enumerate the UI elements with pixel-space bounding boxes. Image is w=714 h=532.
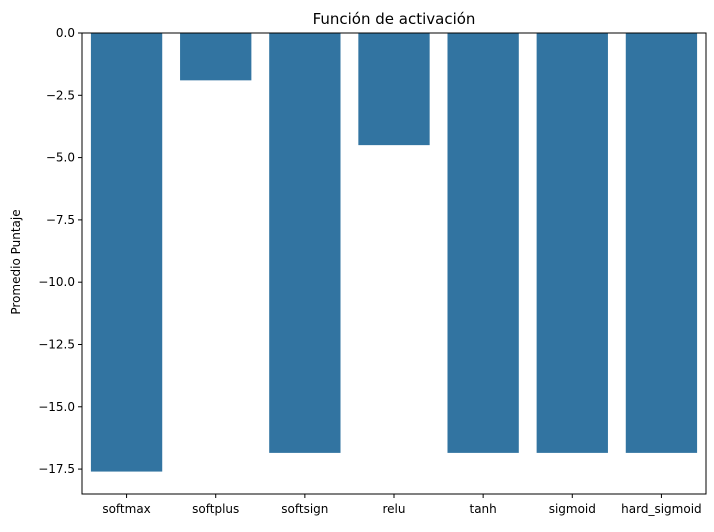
bar-relu (358, 33, 430, 146)
bar-softmax (90, 33, 163, 472)
y-tick-label: −17.5 (38, 462, 75, 476)
y-tick-label: −10.0 (38, 275, 75, 289)
y-tick-label: −15.0 (38, 400, 75, 414)
x-tick-label: sigmoid (549, 502, 596, 516)
x-tick-label: relu (383, 502, 406, 516)
bar-tanh (447, 33, 519, 453)
y-axis-label: Promedio Puntaje (9, 209, 23, 314)
bar-hard_sigmoid (625, 33, 698, 453)
x-tick-label: softmax (102, 502, 150, 516)
y-tick-label: −2.5 (46, 88, 75, 102)
x-tick-label: softsign (281, 502, 328, 516)
y-tick-label: 0.0 (56, 26, 75, 40)
x-axis: softmax softplus softsign relu tanh sigmoid ha… (102, 494, 702, 516)
chart-title: Función de activación (313, 10, 476, 28)
y-tick-label: −5.0 (46, 151, 75, 165)
x-tick-label: hard_sigmoid (621, 502, 701, 516)
x-tick-label: tanh (470, 502, 497, 516)
y-axis: 0.0 −2.5 −5.0 −7.5 −10.0 −12.5 −15.0 −17.5 (38, 26, 82, 476)
bars (90, 33, 698, 472)
bar-sigmoid (536, 33, 608, 453)
y-tick-label: −7.5 (46, 213, 75, 227)
y-tick-label: −12.5 (38, 337, 75, 351)
bar-softplus (180, 33, 252, 81)
x-tick-label: softplus (192, 502, 239, 516)
plot-frame (81, 32, 707, 495)
bar-softsign (269, 33, 341, 453)
